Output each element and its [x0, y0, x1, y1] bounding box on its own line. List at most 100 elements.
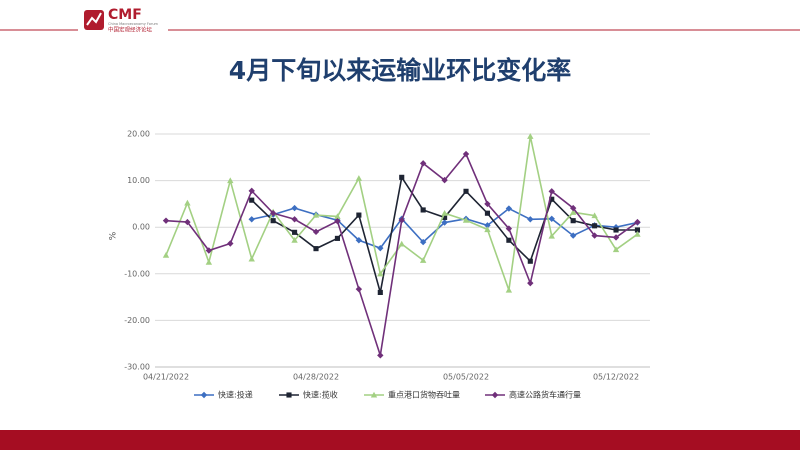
point [484, 200, 491, 208]
legend-label: 快速:揽收 [303, 390, 338, 400]
point [377, 244, 384, 252]
point [184, 199, 191, 206]
point [248, 216, 255, 223]
x-tick-label: 05/05/2022 [443, 373, 489, 382]
legend-marker [491, 391, 499, 399]
y-tick-label: 0.00 [132, 223, 150, 232]
point [399, 174, 405, 180]
y-tick-label: -10.00 [124, 269, 150, 278]
point [569, 204, 577, 212]
footer-band [0, 430, 800, 450]
point [420, 207, 426, 213]
point [527, 279, 534, 287]
point [634, 227, 641, 233]
point [484, 222, 491, 229]
point [549, 196, 555, 202]
point [377, 289, 383, 295]
point [249, 197, 255, 203]
point [291, 204, 298, 212]
point [570, 218, 576, 224]
point [591, 232, 598, 239]
y-tick-label: 20.00 [127, 130, 150, 139]
point [612, 234, 620, 241]
point [592, 223, 598, 229]
point [312, 211, 320, 218]
point [248, 255, 255, 262]
point [205, 258, 213, 265]
point [356, 212, 362, 218]
legend-label: 高速公路货车通行量 [509, 390, 581, 400]
point [548, 232, 555, 239]
point [419, 238, 427, 246]
point [377, 270, 384, 277]
legend-label: 重点港口货物吞吐量 [388, 390, 460, 400]
point [355, 285, 363, 293]
y-axis-label: % [109, 231, 119, 240]
point [634, 230, 641, 237]
point [377, 352, 384, 359]
point [442, 214, 448, 220]
point [227, 177, 234, 184]
point [505, 286, 513, 293]
point [569, 232, 577, 239]
x-tick-label: 04/21/2022 [143, 373, 189, 382]
x-tick-label: 05/12/2022 [593, 373, 639, 382]
point [505, 205, 513, 212]
point [162, 217, 170, 224]
point [484, 226, 491, 233]
point [441, 176, 448, 184]
point [527, 216, 534, 223]
legend-label: 快速:投递 [218, 390, 253, 400]
point [506, 237, 512, 243]
point [291, 216, 298, 223]
point [462, 217, 470, 223]
point [334, 235, 340, 241]
point [334, 213, 341, 220]
legend-marker [200, 391, 208, 399]
point [270, 218, 276, 224]
point [227, 240, 234, 247]
point [312, 228, 320, 236]
x-tick-label: 04/28/2022 [293, 373, 339, 382]
point [184, 218, 191, 226]
point [505, 225, 513, 232]
point [205, 247, 213, 254]
point [441, 210, 448, 216]
point [612, 246, 620, 253]
logo-chinese: 中国宏观经济论坛 [108, 26, 153, 34]
point [463, 188, 469, 194]
legend-marker [370, 391, 378, 398]
point [527, 133, 534, 139]
point [269, 210, 277, 217]
point [634, 218, 641, 226]
y-tick-label: -30.00 [124, 363, 150, 372]
point [291, 237, 298, 243]
point [355, 237, 363, 244]
point [398, 217, 405, 224]
logo-icon [84, 10, 104, 30]
point [548, 215, 555, 223]
point [548, 188, 555, 195]
point [419, 160, 427, 167]
logo-subtitle: China Macroeconomy Forum [108, 22, 159, 26]
logo-name: CMF [108, 7, 142, 23]
point [292, 229, 298, 235]
point [462, 150, 470, 158]
point [419, 257, 427, 263]
y-tick-label: -20.00 [124, 316, 150, 325]
point [441, 219, 448, 226]
legend-marker [286, 392, 292, 398]
y-tick-label: 10.00 [127, 176, 150, 185]
point [334, 217, 341, 225]
point [248, 187, 255, 195]
point [569, 209, 577, 215]
point [527, 258, 533, 264]
point [355, 175, 363, 181]
point [591, 212, 598, 219]
point [398, 240, 405, 247]
chart-title: 4月下旬以来运输业环比变化率 [229, 56, 571, 85]
point [613, 227, 619, 233]
point [484, 210, 491, 216]
